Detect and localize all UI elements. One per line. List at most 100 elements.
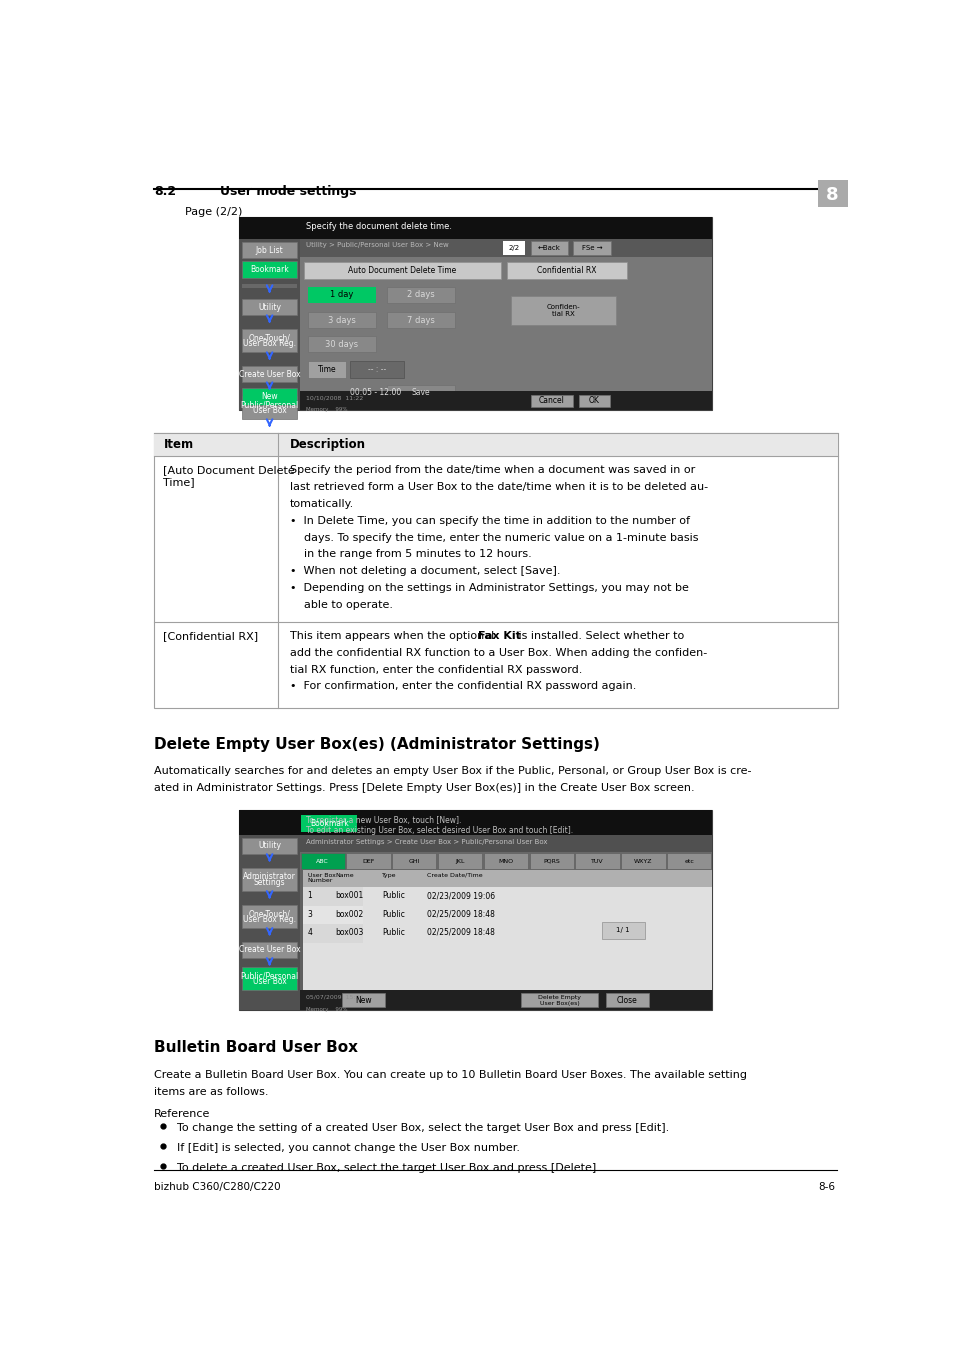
FancyBboxPatch shape — [578, 394, 609, 406]
FancyBboxPatch shape — [299, 991, 711, 1010]
FancyBboxPatch shape — [303, 871, 711, 991]
FancyBboxPatch shape — [242, 366, 296, 382]
Text: Administrator Settings > Create User Box > Public/Personal User Box: Administrator Settings > Create User Box… — [306, 838, 547, 845]
Text: in the range from 5 minutes to 12 hours.: in the range from 5 minutes to 12 hours. — [290, 549, 531, 559]
Text: To edit an existing User Box, select desired User Box and touch [Edit].: To edit an existing User Box, select des… — [306, 826, 573, 834]
Text: WXYZ: WXYZ — [634, 859, 652, 864]
FancyBboxPatch shape — [530, 242, 567, 255]
Text: •  In Delete Time, you can specify the time in addition to the number of: • In Delete Time, you can specify the ti… — [290, 516, 689, 525]
Text: 10/10/2008  11:22: 10/10/2008 11:22 — [306, 396, 363, 401]
FancyBboxPatch shape — [303, 925, 363, 942]
Text: ABC: ABC — [316, 859, 329, 864]
FancyBboxPatch shape — [239, 217, 711, 410]
FancyBboxPatch shape — [303, 887, 363, 906]
Text: To delete a created User Box, select the target User Box and press [Delete].: To delete a created User Box, select the… — [177, 1164, 599, 1173]
Text: 8.2: 8.2 — [154, 185, 176, 198]
FancyBboxPatch shape — [818, 181, 847, 207]
Text: Create User Box: Create User Box — [238, 370, 300, 378]
Text: Administrator: Administrator — [243, 872, 295, 882]
FancyBboxPatch shape — [242, 300, 296, 316]
FancyBboxPatch shape — [601, 922, 644, 938]
Text: This item appears when the optional: This item appears when the optional — [290, 630, 497, 641]
Text: Name: Name — [335, 872, 354, 878]
Text: PQRS: PQRS — [543, 859, 559, 864]
Text: TUV: TUV — [591, 859, 603, 864]
Text: Auto Document Delete Time: Auto Document Delete Time — [348, 266, 456, 275]
Text: Specify the document delete time.: Specify the document delete time. — [306, 221, 452, 231]
Text: •  For confirmation, enter the confidential RX password again.: • For confirmation, enter the confidenti… — [290, 682, 636, 691]
FancyBboxPatch shape — [530, 394, 573, 406]
FancyBboxPatch shape — [666, 853, 711, 868]
Text: Utility > Public/Personal User Box > New: Utility > Public/Personal User Box > New — [306, 242, 448, 248]
FancyBboxPatch shape — [239, 217, 299, 410]
FancyBboxPatch shape — [242, 284, 296, 289]
Text: 1: 1 — [307, 891, 312, 900]
Text: Public/Personal: Public/Personal — [240, 972, 298, 980]
Text: Confidential RX: Confidential RX — [537, 266, 596, 275]
FancyBboxPatch shape — [303, 871, 711, 887]
Text: Reference: Reference — [154, 1108, 211, 1119]
Text: Save: Save — [411, 387, 430, 397]
FancyBboxPatch shape — [307, 362, 346, 378]
Text: Confiden-
tial RX: Confiden- tial RX — [546, 304, 579, 316]
FancyBboxPatch shape — [242, 396, 296, 420]
FancyBboxPatch shape — [303, 262, 500, 279]
FancyBboxPatch shape — [242, 389, 296, 405]
Text: add the confidential RX function to a User Box. When adding the confiden-: add the confidential RX function to a Us… — [290, 648, 706, 657]
Text: days. To specify the time, enter the numeric value on a 1-minute basis: days. To specify the time, enter the num… — [290, 532, 698, 543]
Text: 3 days: 3 days — [328, 316, 355, 325]
Text: 30 days: 30 days — [325, 340, 358, 348]
Text: Public: Public — [381, 891, 404, 900]
Text: One-Touch/: One-Touch/ — [249, 333, 291, 343]
FancyBboxPatch shape — [386, 385, 455, 401]
Text: 7 days: 7 days — [406, 316, 435, 325]
Text: Bookmark: Bookmark — [310, 819, 348, 828]
FancyBboxPatch shape — [511, 296, 616, 324]
Text: Public: Public — [381, 927, 404, 937]
Text: User Box Reg.: User Box Reg. — [243, 339, 295, 348]
FancyBboxPatch shape — [242, 967, 296, 991]
FancyBboxPatch shape — [386, 286, 455, 302]
Text: 05/07/2009  15:26: 05/07/2009 15:26 — [306, 994, 363, 999]
Text: To register a new User Box, touch [New].: To register a new User Box, touch [New]. — [306, 817, 461, 825]
FancyBboxPatch shape — [307, 336, 375, 352]
Text: Delete Empty User Box(es) (Administrator Settings): Delete Empty User Box(es) (Administrator… — [154, 737, 599, 752]
Text: Close: Close — [617, 996, 637, 1004]
Text: 3: 3 — [307, 910, 313, 918]
Text: Utility: Utility — [258, 302, 281, 312]
FancyBboxPatch shape — [242, 868, 296, 891]
Text: Bulletin Board User Box: Bulletin Board User Box — [154, 1040, 357, 1054]
FancyBboxPatch shape — [242, 942, 296, 958]
Text: To change the setting of a created User Box, select the target User Box and pres: To change the setting of a created User … — [177, 1123, 669, 1134]
Text: User Box
Number: User Box Number — [307, 872, 335, 883]
FancyBboxPatch shape — [299, 852, 711, 871]
FancyBboxPatch shape — [242, 838, 296, 855]
FancyBboxPatch shape — [350, 362, 404, 378]
FancyBboxPatch shape — [307, 286, 375, 302]
Text: One-Touch/: One-Touch/ — [249, 910, 291, 918]
Text: Create User Box: Create User Box — [238, 945, 300, 954]
Text: Bookmark: Bookmark — [250, 265, 289, 274]
Text: 1/ 1: 1/ 1 — [616, 927, 629, 933]
Text: Public/Personal: Public/Personal — [240, 401, 298, 409]
Text: Item: Item — [163, 439, 193, 451]
FancyBboxPatch shape — [529, 853, 574, 868]
FancyBboxPatch shape — [575, 853, 619, 868]
FancyBboxPatch shape — [239, 810, 711, 834]
FancyBboxPatch shape — [483, 853, 528, 868]
Text: Fax Kit: Fax Kit — [477, 630, 520, 641]
Text: tial RX function, enter the confidential RX password.: tial RX function, enter the confidential… — [290, 664, 581, 675]
FancyBboxPatch shape — [307, 312, 375, 328]
FancyBboxPatch shape — [300, 853, 344, 868]
FancyBboxPatch shape — [242, 242, 296, 258]
Text: box003: box003 — [335, 927, 363, 937]
Text: Job List: Job List — [255, 246, 283, 255]
FancyBboxPatch shape — [620, 853, 665, 868]
FancyBboxPatch shape — [342, 994, 385, 1007]
Text: tomatically.: tomatically. — [290, 500, 354, 509]
Text: -- : --: -- : -- — [368, 364, 386, 374]
Text: Memory    99%: Memory 99% — [306, 406, 347, 412]
Text: Create Date/Time: Create Date/Time — [427, 872, 482, 878]
FancyBboxPatch shape — [239, 810, 711, 1010]
Text: 02/25/2009 18:48: 02/25/2009 18:48 — [427, 910, 495, 918]
